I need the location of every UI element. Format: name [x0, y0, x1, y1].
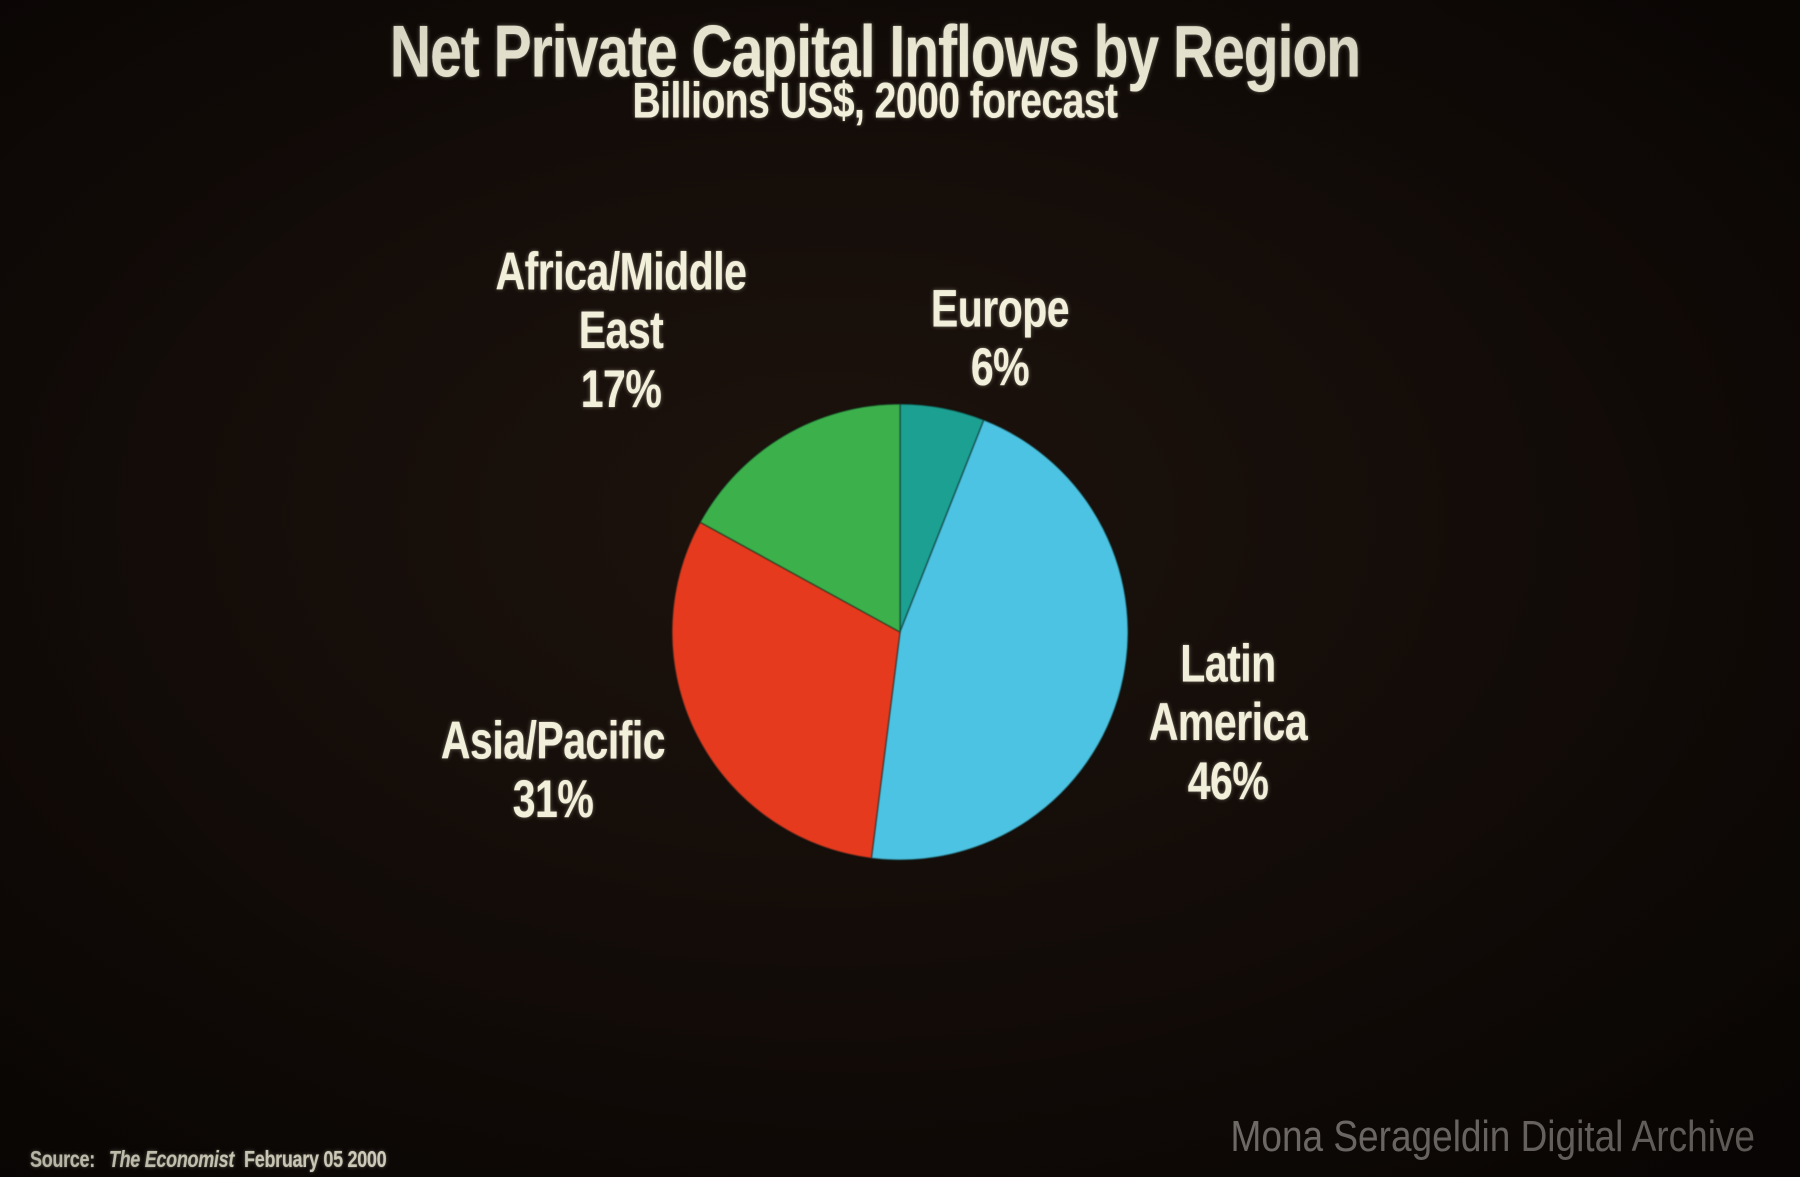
- pie-label-line: Latin: [1180, 634, 1276, 693]
- pie-label-percent: 6%: [970, 337, 1030, 397]
- pie-label-percent: 17%: [580, 359, 662, 419]
- pie-label-line: America: [1148, 692, 1308, 752]
- pie-label-line: East: [578, 300, 664, 360]
- pie-slice-africa-middle-east: [699, 403, 901, 633]
- page-subtitle: Billions US$, 2000 forecast: [632, 74, 1118, 130]
- pie-label-percent: 46%: [1187, 751, 1269, 811]
- source-name: The Economist: [108, 1146, 235, 1172]
- pie-slice-latin-america: [870, 419, 1129, 861]
- page-title: Net Private Capital Inflows by Region: [389, 11, 1361, 94]
- source-prefix: Source:: [30, 1146, 95, 1172]
- watermark: Mona Serageldin Digital Archive: [1230, 1112, 1755, 1161]
- pie-label-percent: 31%: [512, 769, 594, 829]
- pie-label-line: Asia/Pacific: [440, 711, 666, 770]
- pie-slice-europe: [899, 403, 985, 633]
- pie-label-africa-middle-east: Africa/Middle East 17%: [371, 242, 871, 419]
- pie-label-line: Europe: [930, 279, 1070, 338]
- pie-label-asia-pacific: Asia/Pacific 31%: [353, 711, 753, 829]
- pie-slice-asia-pacific: [671, 521, 901, 859]
- source-date: February 05 2000: [244, 1146, 387, 1172]
- pie-label-line: Africa/Middle: [495, 242, 747, 301]
- pie-label-europe: Europe 6%: [800, 279, 1200, 397]
- source-note: Source: The Economist February 05 2000: [30, 1146, 387, 1173]
- pie-label-latin-america: Latin America 46%: [1028, 634, 1428, 811]
